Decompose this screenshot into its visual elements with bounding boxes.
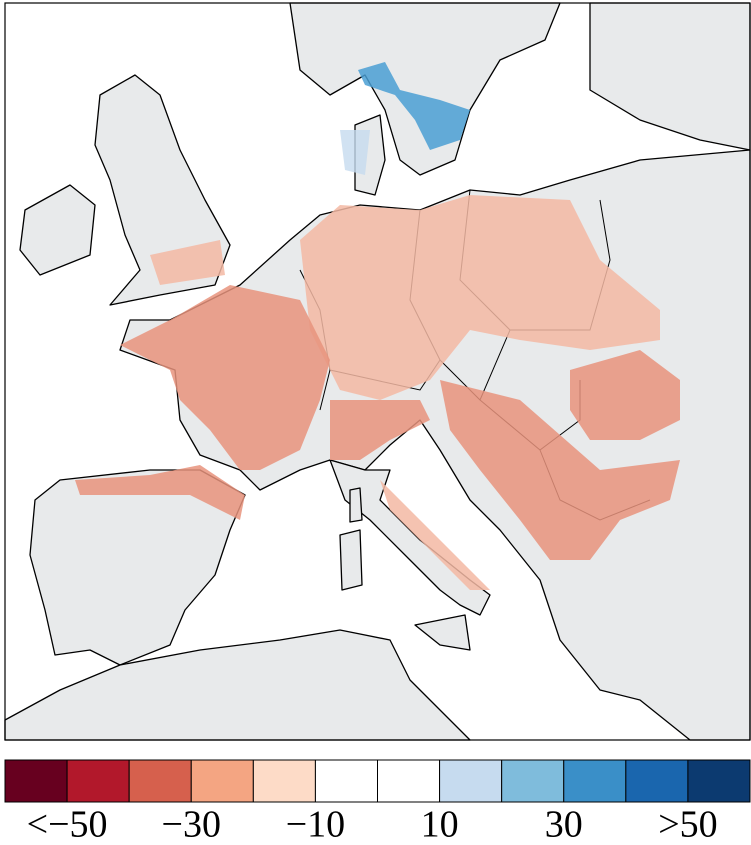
colorbar-tick-label: >50 <box>658 804 717 845</box>
colorbar-bin <box>625 759 689 803</box>
africa <box>4 629 471 741</box>
colorbar: <−50 −30 −10 10 30 >50 <box>4 759 751 845</box>
ireland <box>19 184 96 276</box>
colorbar-tick-label: −10 <box>286 804 345 845</box>
sicily <box>414 614 471 651</box>
anomaly <box>440 380 680 560</box>
colorbar-tick-label: 10 <box>421 804 459 845</box>
colorbar-bin <box>439 759 503 803</box>
anomaly <box>340 130 370 175</box>
corsica <box>349 487 363 523</box>
italy <box>329 459 491 616</box>
colorbar-bin <box>687 759 751 803</box>
anomaly <box>120 285 330 470</box>
anomaly <box>358 62 470 150</box>
anomaly <box>75 465 245 520</box>
map-frame <box>4 2 751 741</box>
colorbar-bin <box>314 759 378 803</box>
colorbar-bin <box>252 759 316 803</box>
map <box>4 2 751 741</box>
sardinia <box>339 529 363 591</box>
colorbar-bin <box>563 759 627 803</box>
anomaly <box>330 400 430 460</box>
colorbar-bin <box>66 759 130 803</box>
anomaly <box>300 195 660 400</box>
colorbar-tick-label: <−50 <box>27 804 108 845</box>
anomaly <box>380 480 490 590</box>
anomaly <box>570 350 680 440</box>
colorbar-bin <box>190 759 254 803</box>
colorbar-bin <box>4 759 68 803</box>
colorbar-bin <box>128 759 192 803</box>
scandinavia <box>289 2 561 176</box>
anomaly <box>150 240 225 285</box>
colorbar-bin <box>501 759 565 803</box>
colorbar-tick-label: 30 <box>545 804 583 845</box>
colorbar-bin <box>377 759 441 803</box>
colorbar-tick-label: −30 <box>162 804 221 845</box>
